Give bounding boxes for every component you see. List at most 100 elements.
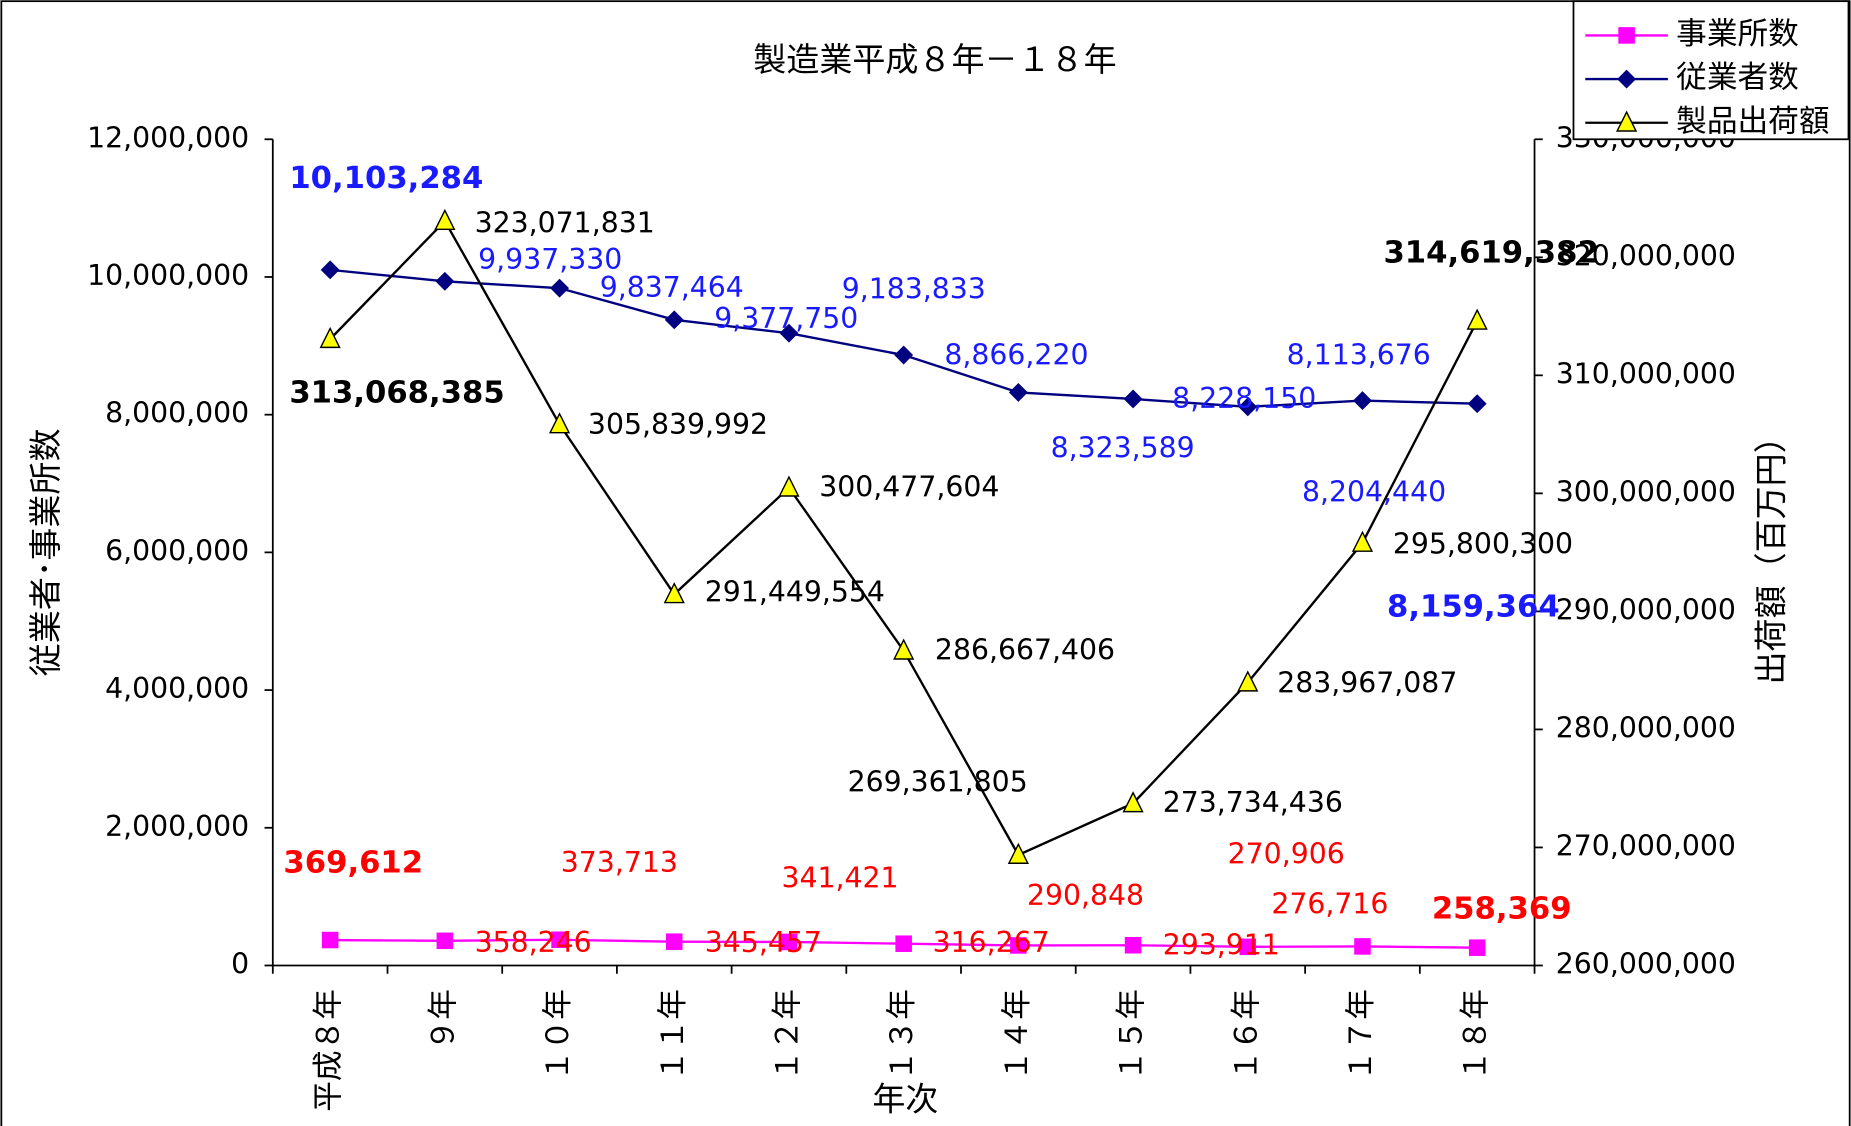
y-axis-label: 従業者･事業所数 bbox=[26, 429, 65, 677]
data-label: 276,716 bbox=[1271, 887, 1388, 920]
marker bbox=[1353, 391, 1372, 411]
data-label: 314,619,382 bbox=[1383, 235, 1598, 270]
data-label: 293,911 bbox=[1163, 929, 1280, 962]
marker bbox=[1010, 937, 1027, 954]
marker bbox=[1239, 938, 1257, 956]
y2-axis-label: 出荷額（百万円） bbox=[1751, 420, 1790, 684]
marker bbox=[548, 412, 571, 434]
x-tick-label: １０年 bbox=[541, 989, 576, 1081]
marker bbox=[1351, 530, 1374, 552]
marker bbox=[663, 582, 685, 604]
x-tick-label: １４年 bbox=[1000, 989, 1035, 1081]
data-label: 323,071,831 bbox=[475, 206, 655, 239]
data-label: 9,377,750 bbox=[714, 302, 858, 335]
marker bbox=[1124, 936, 1142, 954]
y2-tick-label: 320,000,000 bbox=[1556, 239, 1736, 272]
marker bbox=[1467, 394, 1487, 414]
legend-marker bbox=[1617, 69, 1637, 89]
data-label: 300,477,604 bbox=[819, 471, 999, 504]
data-label: 283,967,087 bbox=[1277, 667, 1457, 700]
marker bbox=[435, 271, 455, 291]
data-label: 9,937,330 bbox=[478, 243, 622, 276]
x-tick-label: １８年 bbox=[1459, 989, 1494, 1081]
data-label: 358,246 bbox=[475, 926, 592, 959]
x-tick-label: １１年 bbox=[656, 989, 691, 1081]
marker bbox=[436, 932, 454, 950]
data-label: 313,068,385 bbox=[289, 376, 504, 411]
y2-tick-label: 260,000,000 bbox=[1556, 947, 1736, 980]
x-axis-label: 年次 bbox=[872, 1080, 938, 1119]
marker bbox=[1123, 389, 1143, 409]
data-label: 345,457 bbox=[705, 926, 822, 959]
x-tick-label: １２年 bbox=[770, 989, 805, 1081]
marker bbox=[319, 326, 341, 349]
marker bbox=[1007, 842, 1029, 864]
x-tick-label: １７年 bbox=[1344, 989, 1379, 1081]
legend-label: 事業所数 bbox=[1676, 17, 1799, 52]
y2-tick-label: 280,000,000 bbox=[1556, 711, 1736, 744]
data-label: 9,183,833 bbox=[842, 272, 986, 305]
data-label: 9,837,464 bbox=[600, 271, 744, 304]
data-label: 373,713 bbox=[561, 846, 678, 879]
marker bbox=[1468, 939, 1486, 956]
y2-tick-label: 310,000,000 bbox=[1556, 357, 1736, 390]
data-label: 273,734,436 bbox=[1163, 786, 1343, 819]
marker bbox=[320, 260, 340, 280]
data-label: 270,906 bbox=[1228, 838, 1345, 871]
marker bbox=[550, 278, 569, 298]
marker bbox=[780, 933, 798, 951]
marker bbox=[1237, 670, 1259, 692]
data-label: 305,839,992 bbox=[588, 408, 768, 441]
marker bbox=[665, 933, 683, 950]
data-label: 316,267 bbox=[933, 926, 1050, 959]
marker bbox=[1008, 382, 1028, 402]
data-label: 8,323,589 bbox=[1051, 432, 1195, 465]
y-tick-label: 4,000,000 bbox=[105, 672, 249, 705]
marker bbox=[321, 931, 339, 949]
x-tick-label: 平成８年 bbox=[312, 989, 347, 1112]
y-tick-label: 6,000,000 bbox=[105, 534, 249, 567]
y2-tick-label: 290,000,000 bbox=[1556, 593, 1736, 626]
marker bbox=[893, 638, 915, 660]
data-label: 8,228,150 bbox=[1172, 382, 1316, 415]
data-label: 10,103,284 bbox=[289, 161, 483, 196]
marker bbox=[1354, 938, 1371, 955]
data-label: 8,866,220 bbox=[944, 338, 1088, 371]
x-tick-label: １６年 bbox=[1229, 989, 1264, 1081]
marker bbox=[664, 310, 684, 330]
marker bbox=[894, 345, 914, 365]
legend-marker bbox=[1616, 110, 1638, 132]
legend-box bbox=[1572, 0, 1850, 141]
marker bbox=[778, 475, 800, 497]
y2-tick-label: 300,000,000 bbox=[1556, 475, 1736, 508]
marker bbox=[1238, 397, 1258, 417]
data-label: 286,667,406 bbox=[935, 634, 1115, 667]
data-label: 258,369 bbox=[1432, 892, 1572, 927]
y-tick-label: 2,000,000 bbox=[105, 810, 249, 843]
data-label: 290,848 bbox=[1027, 879, 1144, 912]
data-label: 291,449,554 bbox=[705, 576, 885, 609]
x-tick-label: １３年 bbox=[885, 989, 920, 1081]
data-label: 8,159,364 bbox=[1387, 589, 1560, 624]
y2-tick-label: 270,000,000 bbox=[1556, 829, 1736, 862]
series-line bbox=[329, 219, 1479, 857]
y-tick-label: 0 bbox=[231, 947, 249, 980]
marker bbox=[1122, 791, 1144, 813]
y-tick-label: 10,000,000 bbox=[87, 259, 249, 292]
marker bbox=[551, 931, 568, 949]
y-tick-label: 8,000,000 bbox=[105, 397, 249, 430]
marker bbox=[1466, 308, 1488, 330]
y-tick-label: 12,000,000 bbox=[87, 121, 249, 154]
x-tick-label: ９年 bbox=[426, 989, 461, 1050]
data-label: 295,800,300 bbox=[1393, 527, 1573, 560]
legend-marker bbox=[1618, 27, 1635, 44]
data-label: 269,361,805 bbox=[848, 766, 1028, 799]
marker bbox=[895, 935, 912, 952]
legend-label: 製品出荷額 bbox=[1676, 104, 1829, 139]
data-label: 8,204,440 bbox=[1302, 475, 1446, 508]
data-label: 8,113,676 bbox=[1287, 338, 1431, 371]
x-tick-label: １５年 bbox=[1115, 989, 1150, 1081]
